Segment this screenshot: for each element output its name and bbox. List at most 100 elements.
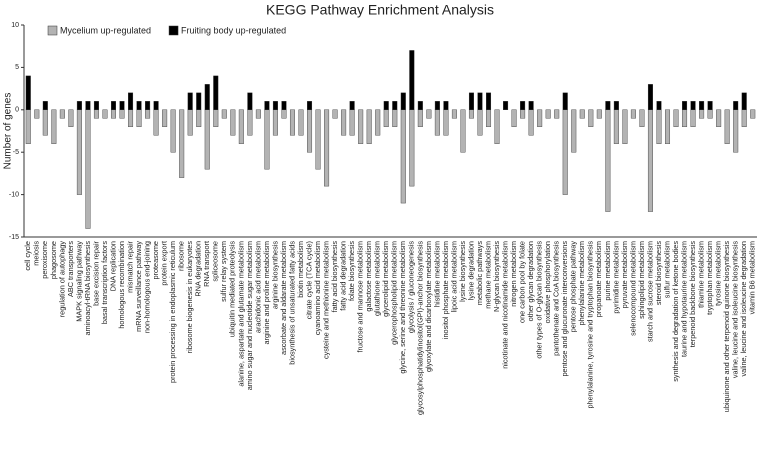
x-tick-label: valine, leucine and isoleucine degradati… bbox=[739, 241, 748, 377]
bar bbox=[486, 109, 492, 127]
x-tick-label: ribosome biogenesis in eukaryotes bbox=[185, 241, 194, 354]
x-tick-label: glycerophospholipid metabolism bbox=[390, 241, 399, 345]
bar bbox=[733, 109, 739, 153]
y-tick-label: -5 bbox=[13, 149, 19, 156]
bar bbox=[179, 109, 185, 178]
x-tick-label: meiosis bbox=[32, 241, 41, 266]
bar bbox=[204, 109, 210, 170]
bar bbox=[204, 84, 210, 111]
bar bbox=[307, 109, 313, 153]
bar bbox=[486, 92, 492, 110]
bar bbox=[520, 101, 526, 110]
x-tick-label: fatty acid degradation bbox=[339, 241, 348, 311]
bar bbox=[477, 92, 483, 110]
y-tick-label: 5 bbox=[15, 64, 19, 71]
bar bbox=[255, 109, 261, 119]
x-tick-label: RNA transport bbox=[202, 241, 211, 287]
bar bbox=[264, 101, 270, 110]
y-axis-label: Number of genes bbox=[3, 93, 14, 170]
bar bbox=[196, 92, 202, 110]
x-tick-label: lysine degradation bbox=[466, 241, 475, 300]
bar bbox=[85, 101, 91, 110]
legend-swatch bbox=[47, 25, 58, 36]
bar bbox=[417, 101, 423, 110]
x-tick-label: ABC transporters bbox=[66, 241, 75, 297]
bar bbox=[579, 109, 585, 119]
x-tick-label: cell cycle bbox=[23, 241, 32, 271]
x-tick-label: ribosome bbox=[177, 241, 186, 271]
bar bbox=[102, 109, 108, 119]
bar bbox=[170, 109, 176, 153]
x-tick-label: ascorbate and aldarate metabolism bbox=[279, 241, 288, 355]
bar bbox=[741, 109, 747, 127]
bar bbox=[247, 92, 253, 110]
bar bbox=[221, 109, 227, 119]
bar bbox=[699, 101, 705, 110]
x-tick-label: homologous recombination bbox=[117, 241, 126, 329]
x-tick-label: galactose metabolism bbox=[364, 241, 373, 312]
x-tick-label: mismatch repair bbox=[125, 240, 134, 292]
bar bbox=[213, 75, 219, 110]
x-tick-label: oxidative phosphorylation bbox=[543, 241, 552, 323]
x-tick-label: glycolysis / gluconeogenesis bbox=[407, 241, 416, 333]
bar bbox=[59, 109, 65, 119]
x-tick-label: purine metabolism bbox=[603, 241, 612, 301]
x-tick-label: fructose and mannose metabolism bbox=[356, 241, 365, 353]
bar bbox=[503, 101, 509, 110]
bar bbox=[119, 101, 125, 110]
bar bbox=[682, 109, 688, 127]
bar bbox=[25, 109, 31, 144]
bar bbox=[392, 109, 398, 127]
bar bbox=[528, 101, 534, 110]
bar bbox=[93, 101, 99, 110]
x-tick-label: lysine biosynthesis bbox=[458, 241, 467, 302]
x-tick-label: glycine, serine and threonine metabolism bbox=[398, 241, 407, 374]
x-tick-label: glyoxylate and dicarboxylate metabolism bbox=[424, 241, 433, 372]
bar bbox=[128, 109, 134, 127]
x-tick-label: aminoacyl-tRNA biosynthesis bbox=[83, 241, 92, 336]
bar bbox=[145, 101, 151, 110]
x-tick-label: folate biosynthesis bbox=[347, 241, 356, 301]
bar bbox=[639, 109, 645, 127]
bar bbox=[699, 109, 705, 119]
x-tick-label: proteasome bbox=[151, 241, 160, 280]
bar bbox=[682, 101, 688, 110]
x-tick-label: sulfur metabolism bbox=[662, 241, 671, 298]
x-tick-label: pyruvate metabolism bbox=[620, 241, 629, 308]
bar bbox=[145, 109, 151, 119]
x-tick-label: propanoate metabolism bbox=[594, 241, 603, 317]
bar bbox=[426, 109, 432, 119]
bar bbox=[443, 109, 449, 136]
bar bbox=[434, 109, 440, 136]
bar bbox=[468, 109, 474, 119]
bar bbox=[153, 109, 159, 136]
bar bbox=[716, 109, 722, 127]
bar bbox=[281, 109, 287, 119]
chart-title: KEGG Pathway Enrichment Analysis bbox=[266, 2, 494, 18]
x-tick-label: taurine and hypotaurine metabolism bbox=[679, 241, 688, 357]
bar bbox=[93, 109, 99, 119]
bar bbox=[76, 101, 82, 110]
x-tick-label: thiamine metabolism bbox=[697, 241, 706, 308]
x-tick-label: tryptophan metabolism bbox=[705, 241, 714, 315]
x-tick-label: protein processing in endoplasmic reticu… bbox=[168, 241, 177, 383]
x-tick-label: arachidonic acid metabolism bbox=[253, 241, 262, 333]
x-tick-label: DNA replication bbox=[108, 241, 117, 291]
x-tick-label: steroid biosynthesis bbox=[654, 241, 663, 305]
bar bbox=[460, 109, 466, 153]
y-tick-label: -10 bbox=[9, 191, 19, 198]
bar bbox=[332, 109, 338, 119]
bar bbox=[750, 109, 756, 119]
bar bbox=[110, 101, 116, 110]
x-tick-label: fatty acid biosynthesis bbox=[330, 241, 339, 313]
bar bbox=[85, 109, 91, 229]
bar bbox=[520, 109, 526, 119]
x-tick-label: glycosylphosphatidylinositol(GPI)-anchor… bbox=[415, 241, 424, 415]
bar bbox=[400, 109, 406, 204]
bar bbox=[349, 101, 355, 110]
x-tick-label: other glycan degradation bbox=[526, 241, 535, 321]
bar bbox=[537, 109, 543, 127]
x-tick-label: one carbon pool by folate bbox=[518, 241, 527, 323]
bar bbox=[238, 109, 244, 144]
y-tick-label: -15 bbox=[9, 234, 19, 241]
